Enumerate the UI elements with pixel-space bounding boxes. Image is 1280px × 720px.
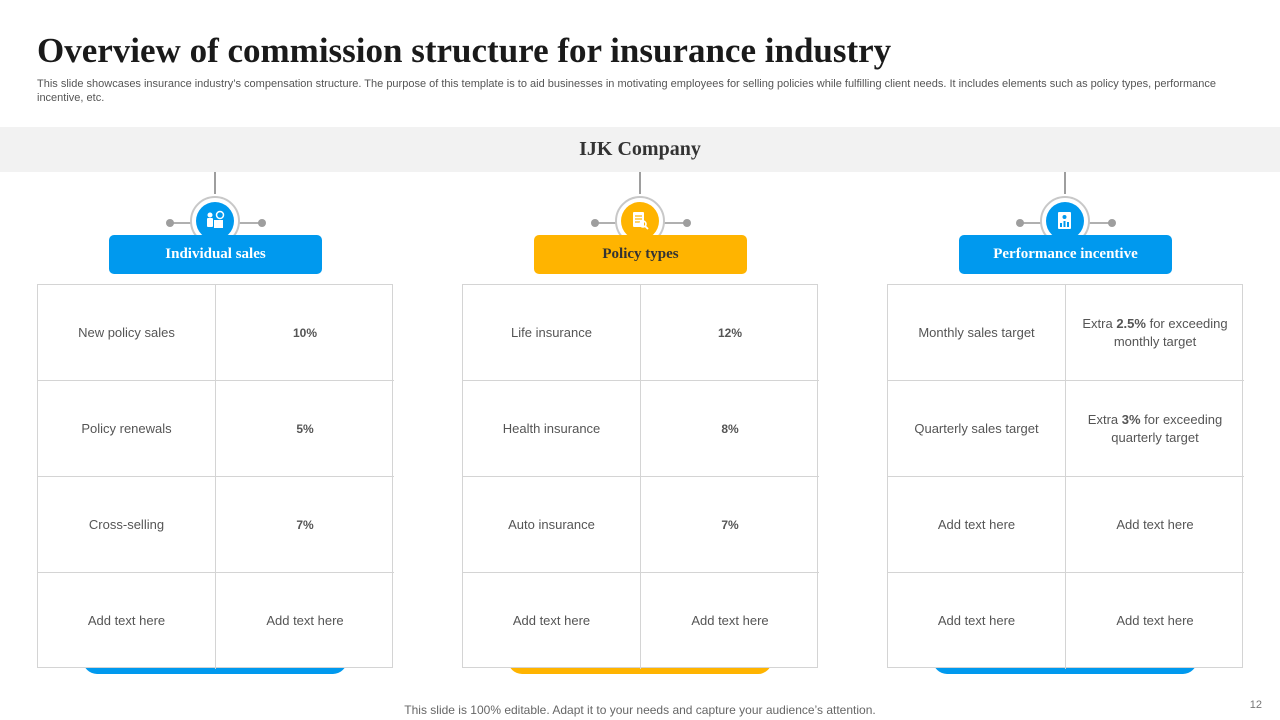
table-cell-label: New policy sales bbox=[38, 285, 216, 381]
table-cell-value: 7% bbox=[641, 477, 819, 573]
connector-dot bbox=[591, 219, 599, 227]
table-cell-value: Extra 2.5% for exceeding monthly target bbox=[1066, 285, 1244, 381]
page-number: 12 bbox=[1249, 699, 1262, 711]
connector-dot bbox=[166, 219, 174, 227]
value-suffix: for exceeding quarterly target bbox=[1111, 411, 1223, 445]
slide-title: Overview of commission structure for ins… bbox=[37, 31, 892, 70]
value-bold: 3% bbox=[1121, 411, 1141, 427]
table-cell-value: Add text here bbox=[1066, 477, 1244, 573]
value-prefix: Extra bbox=[1087, 411, 1122, 427]
column-individual-sales: Individual sales New policy sales 10% Po… bbox=[37, 172, 394, 678]
connector-line bbox=[1064, 172, 1066, 194]
table-cell-label: Life insurance bbox=[463, 285, 641, 381]
column-performance-incentive: Performance incentive Monthly sales targ… bbox=[887, 172, 1244, 678]
table-cell-label: Policy renewals bbox=[38, 381, 216, 477]
table-cell-label: Auto insurance bbox=[463, 477, 641, 573]
table-cell-value: Extra 3% for exceeding quarterly target bbox=[1066, 381, 1244, 477]
header-performance-incentive: Performance incentive bbox=[959, 235, 1172, 274]
slide-subtitle: This slide showcases insurance industry’… bbox=[37, 78, 1217, 104]
table-cell-label: Add text here bbox=[463, 573, 641, 669]
performance-report-icon bbox=[1046, 202, 1084, 240]
table-cell-value: 5% bbox=[216, 381, 394, 477]
table-cell-value: 10% bbox=[216, 285, 394, 381]
header-policy-types: Policy types bbox=[534, 235, 747, 274]
table-cell-value: 7% bbox=[216, 477, 394, 573]
commission-table-performance-incentive: Monthly sales target Extra 2.5% for exce… bbox=[887, 284, 1244, 669]
value-bold: 2.5% bbox=[1116, 315, 1146, 331]
table-cell-label: Add text here bbox=[888, 573, 1066, 669]
value-suffix: for exceeding monthly target bbox=[1113, 315, 1228, 349]
table-cell-label: Add text here bbox=[888, 477, 1066, 573]
commission-table-policy-types: Life insurance 12% Health insurance 8% A… bbox=[462, 284, 819, 669]
policy-document-search-icon bbox=[621, 202, 659, 240]
table-cell-label: Monthly sales target bbox=[888, 285, 1066, 381]
table-cell-label: Health insurance bbox=[463, 381, 641, 477]
company-band: IJK Company bbox=[0, 127, 1280, 172]
connector-line bbox=[214, 172, 216, 194]
value-prefix: Extra bbox=[1082, 315, 1117, 331]
header-individual-sales: Individual sales bbox=[109, 235, 322, 274]
column-policy-types: Policy types Life insurance 12% Health i… bbox=[462, 172, 819, 678]
slide-footer: This slide is 100% editable. Adapt it to… bbox=[404, 703, 876, 717]
connector-dot bbox=[1108, 219, 1116, 227]
table-cell-value: Add text here bbox=[1116, 613, 1194, 628]
connector-dot bbox=[683, 219, 691, 227]
sales-person-icon bbox=[196, 202, 234, 240]
company-name: IJK Company bbox=[579, 138, 701, 160]
table-cell-value: Add text here bbox=[266, 613, 344, 628]
table-cell-value: Add text here bbox=[691, 613, 769, 628]
table-cell-label: Cross-selling bbox=[38, 477, 216, 573]
connector-dot bbox=[258, 219, 266, 227]
commission-table-individual-sales: New policy sales 10% Policy renewals 5% … bbox=[37, 284, 394, 669]
connector-dot bbox=[1016, 219, 1024, 227]
table-cell-label: Quarterly sales target bbox=[888, 381, 1066, 477]
table-cell-label: Add text here bbox=[38, 573, 216, 669]
connector-line bbox=[639, 172, 641, 194]
table-cell-value: 8% bbox=[641, 381, 819, 477]
table-cell-value: 12% bbox=[641, 285, 819, 381]
